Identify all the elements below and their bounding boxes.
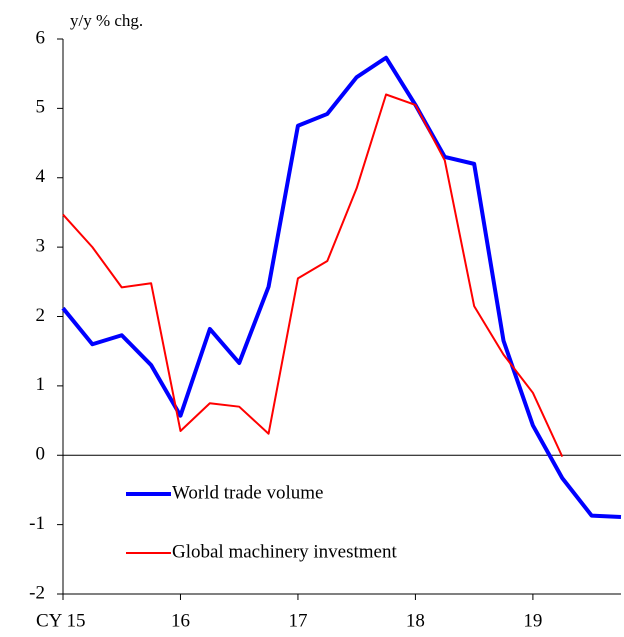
y-tick-label: 6: [36, 27, 46, 48]
y-tick-label: 4: [36, 166, 46, 187]
x-tick-label: 16: [171, 610, 190, 631]
y-tick-label: 1: [36, 374, 46, 395]
series-line: [61, 55, 622, 519]
x-tick-label: 19: [523, 610, 542, 631]
y-tick-label: 5: [36, 97, 46, 118]
y-tick-label: 0: [36, 444, 46, 465]
legend-label: Global machinery investment: [172, 541, 397, 562]
y-tick-label: -1: [29, 513, 45, 534]
y-tick-label: -2: [29, 582, 45, 603]
series-line: [62, 93, 564, 458]
x-tick-label: 17: [288, 610, 307, 631]
x-tick-label: 18: [406, 610, 425, 631]
x-tick-label: CY 15: [36, 610, 85, 631]
y-tick-label: 3: [36, 235, 46, 256]
legend-label: World trade volume: [172, 482, 323, 503]
y-tick-label: 2: [36, 305, 46, 326]
y-axis-label: y/y % chg.: [70, 11, 143, 30]
